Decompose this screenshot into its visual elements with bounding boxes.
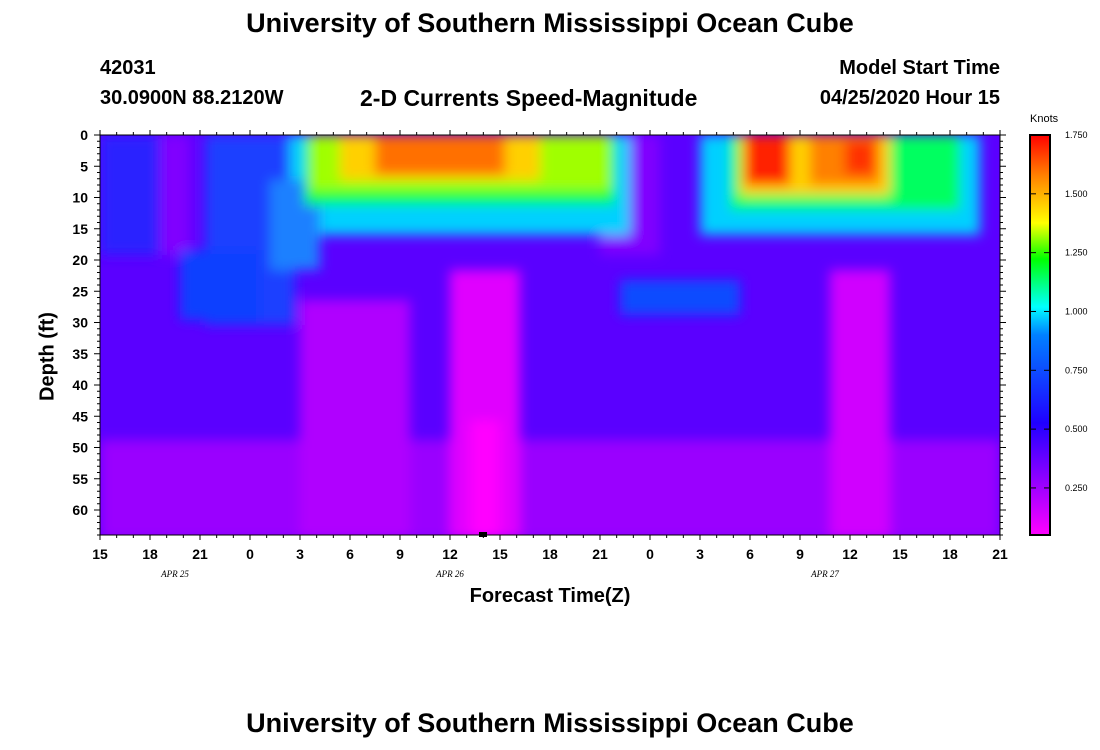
- colorbar-tick-label: 1.250: [1065, 248, 1088, 258]
- model-start-label: Model Start Time: [839, 57, 1000, 79]
- date-label: APR 27: [810, 569, 839, 579]
- y-tick-label: 25: [72, 283, 88, 299]
- x-tick-label: 18: [142, 546, 158, 562]
- y-tick-label: 15: [72, 221, 88, 237]
- date-label: APR 26: [435, 569, 464, 579]
- y-tick-label: 20: [72, 252, 88, 268]
- colorbar-unit: Knots: [1030, 113, 1059, 125]
- colorbar-tick-label: 1.750: [1065, 130, 1088, 140]
- x-tick-label: 15: [92, 546, 108, 562]
- y-tick-label: 35: [72, 346, 88, 362]
- colorbar: [1029, 134, 1051, 536]
- x-tick-label: 3: [696, 546, 704, 562]
- x-tick-label: 18: [942, 546, 958, 562]
- y-tick-label: 40: [72, 377, 88, 393]
- y-tick-label: 0: [80, 127, 88, 143]
- y-tick-label: 50: [72, 440, 88, 456]
- x-tick-label: 21: [592, 546, 608, 562]
- x-tick-label: 0: [646, 546, 654, 562]
- x-tick-label: 9: [796, 546, 804, 562]
- station-coords: 30.0900N 88.2120W: [100, 87, 284, 109]
- y-tick-label: 45: [72, 408, 88, 424]
- colorbar-ticks: 1.750 1.500 1.250 1.000 0.750 0.500 0.250: [1030, 130, 1088, 493]
- x-axis-label: Forecast Time(Z): [469, 585, 631, 607]
- x-tick-label: 15: [892, 546, 908, 562]
- current-time-marker: [479, 532, 487, 537]
- x-tick-label: 21: [192, 546, 208, 562]
- y-axis-ticks: 0 5 10 15 20 25 30 35 40 45 50 55 60: [72, 127, 1006, 536]
- heatmap-field: [100, 135, 1000, 535]
- chart-subtitle: 2-D Currents Speed-Magnitude: [360, 85, 698, 111]
- x-tick-label: 12: [442, 546, 458, 562]
- x-tick-label: 0: [246, 546, 254, 562]
- colorbar-tick-label: 0.500: [1065, 424, 1088, 434]
- x-tick-label: 3: [296, 546, 304, 562]
- model-start-value: 04/25/2020 Hour 15: [819, 87, 1000, 109]
- date-label: APR 25: [160, 569, 189, 579]
- x-tick-label: 6: [346, 546, 354, 562]
- y-axis-label: Depth (ft): [36, 312, 59, 401]
- y-tick-label: 10: [72, 190, 88, 206]
- y-tick-label: 5: [80, 158, 88, 174]
- colorbar-tick-label: 0.250: [1065, 483, 1088, 493]
- page-title: University of Southern Mississippi Ocean…: [246, 8, 854, 38]
- colorbar-tick-label: 1.000: [1065, 306, 1088, 316]
- y-tick-label: 55: [72, 471, 88, 487]
- x-tick-label: 18: [542, 546, 558, 562]
- x-tick-label: 6: [746, 546, 754, 562]
- x-tick-label: 12: [842, 546, 858, 562]
- colorbar-tick-label: 1.500: [1065, 189, 1088, 199]
- station-id: 42031: [100, 57, 156, 79]
- x-tick-label: 21: [992, 546, 1008, 562]
- heatmap-blobs: [100, 135, 1000, 535]
- y-tick-label: 30: [72, 315, 88, 331]
- x-tick-label: 9: [396, 546, 404, 562]
- colorbar-tick-label: 0.750: [1065, 365, 1088, 375]
- x-tick-label: 15: [492, 546, 508, 562]
- footer-title: University of Southern Mississippi Ocean…: [246, 708, 854, 738]
- y-tick-label: 60: [72, 502, 88, 518]
